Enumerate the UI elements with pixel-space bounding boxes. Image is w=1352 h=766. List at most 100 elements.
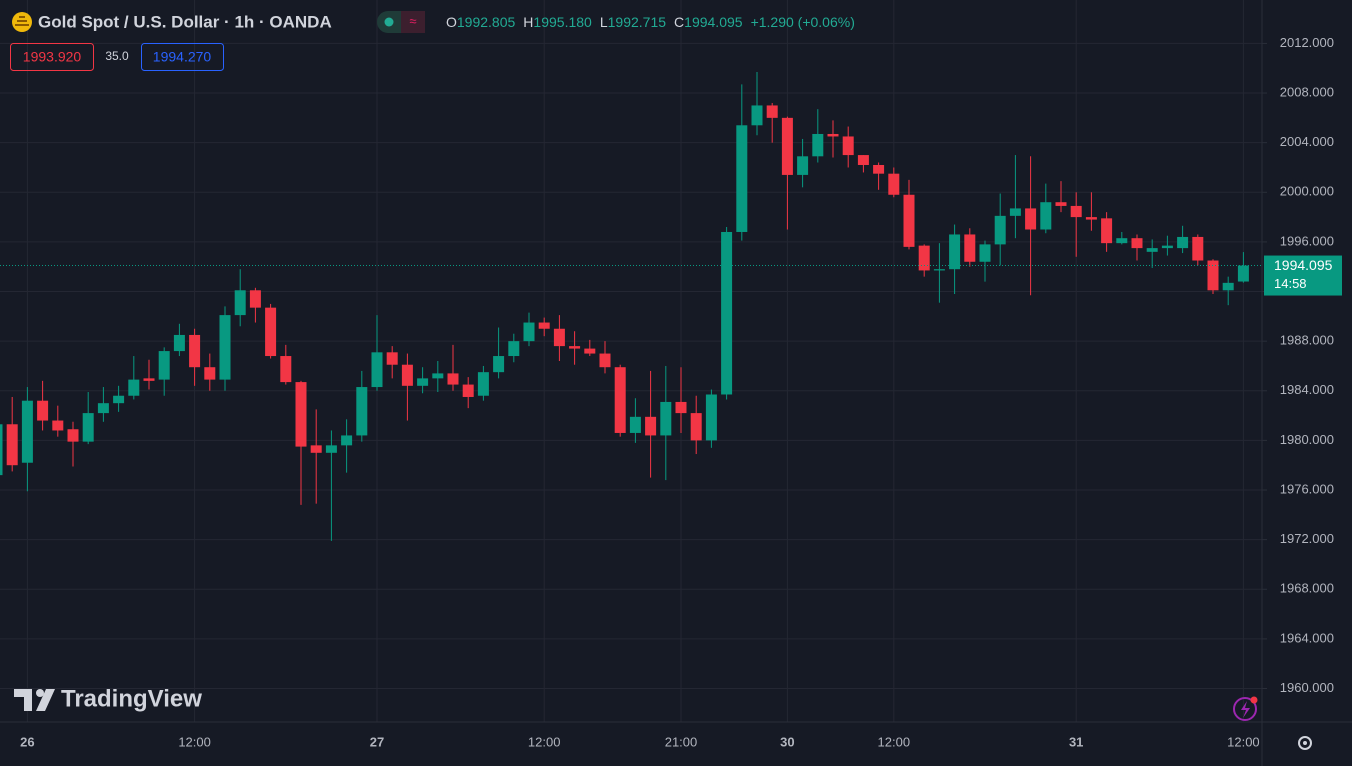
- candle-body: [493, 356, 505, 373]
- candle-body: [1055, 202, 1067, 206]
- candle-body: [173, 334, 185, 352]
- candle-body: [599, 353, 611, 368]
- y-tick-label: 1976.000: [1280, 481, 1334, 496]
- candle-body: [964, 234, 976, 262]
- candle-body: [432, 373, 444, 379]
- symbol-title: Gold Spot / U.S. Dollar · 1h · OANDA: [38, 12, 332, 31]
- candle-body: [52, 420, 64, 431]
- ohlc-value: 1994.095: [684, 14, 743, 30]
- candle-body: [1161, 245, 1173, 249]
- candle-body: [234, 290, 246, 316]
- y-tick-label: 1960.000: [1280, 680, 1334, 695]
- ohlc-value: 1995.180: [533, 14, 592, 30]
- candle-body: [736, 125, 748, 232]
- ohlc-value: 1992.805: [457, 14, 516, 30]
- candle-body: [1116, 238, 1128, 244]
- lightning-icon: [1241, 701, 1250, 718]
- candle-body: [751, 105, 763, 126]
- y-tick-label: 2000.000: [1280, 184, 1334, 199]
- candle-body: [508, 341, 520, 357]
- y-tick-label: 2008.000: [1280, 84, 1334, 99]
- candle-body: [797, 156, 809, 175]
- candle-body: [614, 367, 626, 433]
- grid: [0, 0, 1262, 722]
- candle-body: [553, 328, 565, 347]
- candle-body: [629, 416, 641, 433]
- candle-body: [857, 155, 869, 165]
- candle-body: [584, 348, 596, 354]
- x-tick-label: 12:00: [178, 734, 211, 749]
- settings-button[interactable]: [1298, 736, 1312, 750]
- x-tick-label: 12:00: [528, 734, 561, 749]
- candle-body: [401, 364, 413, 386]
- y-tick-label: 2012.000: [1280, 35, 1334, 50]
- candle-body: [873, 164, 885, 174]
- candle-body: [295, 382, 307, 447]
- candle-body: [842, 136, 854, 156]
- candle-body: [143, 378, 155, 381]
- candle-body: [67, 429, 79, 442]
- candle-body: [1192, 236, 1204, 261]
- candle-body: [1085, 217, 1097, 220]
- candle-body: [645, 416, 657, 436]
- notification-dot: [1250, 696, 1258, 704]
- candle-body: [827, 133, 839, 137]
- candle-body: [341, 435, 353, 446]
- candle-body: [1131, 238, 1143, 249]
- candle-body: [417, 378, 429, 386]
- logo-dot: [36, 689, 44, 697]
- bar-countdown: 14:58: [1274, 276, 1307, 291]
- ohlc-key: H: [523, 14, 533, 30]
- price-change: +1.290 (+0.06%): [751, 14, 855, 30]
- symbol-icon-bars: [15, 16, 29, 26]
- candle-body: [97, 403, 109, 414]
- y-tick-label: 1972.000: [1280, 531, 1334, 546]
- candle-body: [1177, 236, 1189, 249]
- candle-body: [918, 245, 930, 271]
- spread: 35.0: [105, 49, 129, 63]
- candle-body: [1009, 208, 1021, 216]
- candle-body: [721, 231, 733, 395]
- y-tick-label: 2004.000: [1280, 134, 1334, 149]
- candles: [0, 71, 1249, 541]
- buy-price: 1994.270: [153, 49, 212, 65]
- settings-icon-center: [1303, 741, 1307, 745]
- buy-button[interactable]: [141, 43, 224, 71]
- candle-body: [1040, 202, 1052, 230]
- candle-body: [1207, 260, 1219, 291]
- candle-body: [356, 387, 368, 436]
- candle-body: [569, 346, 581, 349]
- candle-body: [249, 290, 261, 308]
- candle-body: [0, 424, 3, 476]
- x-tick-label: 30: [780, 734, 794, 749]
- delay-icon: ≈: [409, 13, 416, 28]
- candle-body: [6, 424, 18, 466]
- candle-body: [21, 400, 33, 463]
- candle-body: [523, 322, 535, 342]
- ohlc-key: C: [674, 14, 684, 30]
- y-tick-label: 1996.000: [1280, 233, 1334, 248]
- sell-button[interactable]: [10, 43, 94, 71]
- x-tick-label: 27: [370, 734, 384, 749]
- candle-body: [128, 379, 140, 396]
- x-tick-label: 26: [20, 734, 34, 749]
- candle-body: [477, 372, 489, 396]
- x-tick-label: 12:00: [878, 734, 911, 749]
- candle-body: [371, 352, 383, 388]
- candle-body: [690, 413, 702, 441]
- lightning-button[interactable]: [1233, 697, 1257, 721]
- candle-body: [979, 244, 991, 262]
- overlay: Gold Spot / U.S. Dollar · 1h · OANDA ≈ O…: [0, 11, 1342, 750]
- candle-body: [1146, 248, 1158, 252]
- market-status-pill-right: [401, 11, 425, 33]
- candle-body: [310, 445, 322, 453]
- candle-body: [280, 356, 292, 383]
- x-tick-label: 12:00: [1227, 734, 1260, 749]
- candle-body: [1025, 208, 1037, 230]
- candle-body: [219, 315, 231, 380]
- candle-body: [705, 394, 717, 441]
- ohlc-value: 1992.715: [608, 14, 667, 30]
- sell-price: 1993.920: [23, 49, 82, 65]
